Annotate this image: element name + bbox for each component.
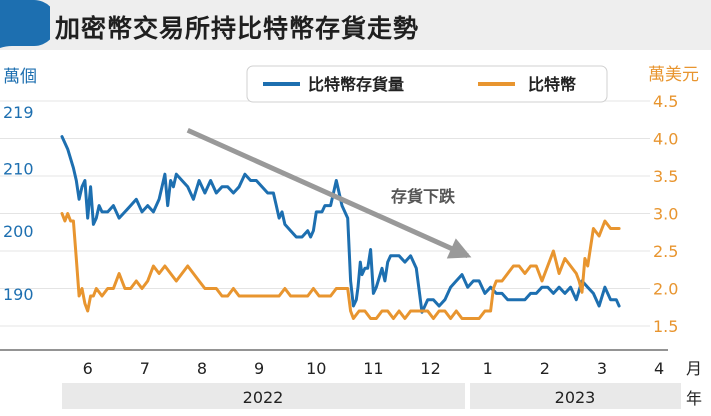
speech-bubble-icon <box>0 0 50 48</box>
x-month-label: 3 <box>597 359 607 378</box>
left-tick-label: 210 <box>3 159 34 178</box>
right-axis-unit: 萬美元 <box>648 65 699 85</box>
right-tick-label: 2.5 <box>653 242 678 261</box>
year-band-2022 <box>62 383 465 409</box>
x-month-label: 8 <box>197 359 207 378</box>
right-tick-label: 4.5 <box>653 92 678 111</box>
annotation-label: 存貨下跌 <box>391 187 456 206</box>
year-band-2023 <box>470 383 681 409</box>
legend-box <box>246 65 608 103</box>
axes <box>0 349 681 409</box>
x-month-label: 10 <box>306 359 326 378</box>
x-month-label: 9 <box>254 359 264 378</box>
arrow-head <box>446 238 472 259</box>
trend-arrow <box>186 127 472 259</box>
x-month-label: 1 <box>483 359 493 378</box>
x-year-label: 2023 <box>555 388 596 407</box>
x-month-suffix: 月 <box>686 359 702 378</box>
left-axis-unit: 萬個 <box>3 67 37 87</box>
title-bar: 加密幣交易所持比特幣存貨走勢 <box>0 0 711 50</box>
series-layer <box>60 135 621 320</box>
left-tick-label: 200 <box>3 222 34 241</box>
legend: 比特幣存貨量 比特幣 <box>246 65 608 103</box>
right-tick-label: 1.5 <box>653 317 678 336</box>
series-line-inventory <box>60 135 621 314</box>
right-tick-label: 2.0 <box>653 280 678 299</box>
legend-label-inventory: 比特幣存貨量 <box>308 75 404 94</box>
x-month-label: 2 <box>540 359 550 378</box>
x-year-label: 2022 <box>243 388 284 407</box>
right-tick-label: 4.0 <box>653 130 678 149</box>
x-month-label: 7 <box>140 359 150 378</box>
chart-title: 加密幣交易所持比特幣存貨走勢 <box>55 14 420 43</box>
series-line-price <box>60 212 621 320</box>
arrow-shaft <box>186 127 469 259</box>
right-tick-label: 3.0 <box>653 205 678 224</box>
left-tick-label: 190 <box>3 285 34 304</box>
x-year-suffix: 年 <box>686 389 702 408</box>
x-month-label: 12 <box>420 359 440 378</box>
x-month-label: 11 <box>363 359 383 378</box>
x-month-label: 6 <box>83 359 93 378</box>
left-tick-label: 219 <box>3 103 34 122</box>
legend-label-price: 比特幣 <box>528 75 576 94</box>
tick-labels: 4.5 4.0 3.5 3.0 2.5 2.0 1.5 219 210 200 190 6 7 8 9 10 1… <box>3 92 678 407</box>
right-tick-label: 3.5 <box>653 167 678 186</box>
x-month-label: 4 <box>654 359 664 378</box>
